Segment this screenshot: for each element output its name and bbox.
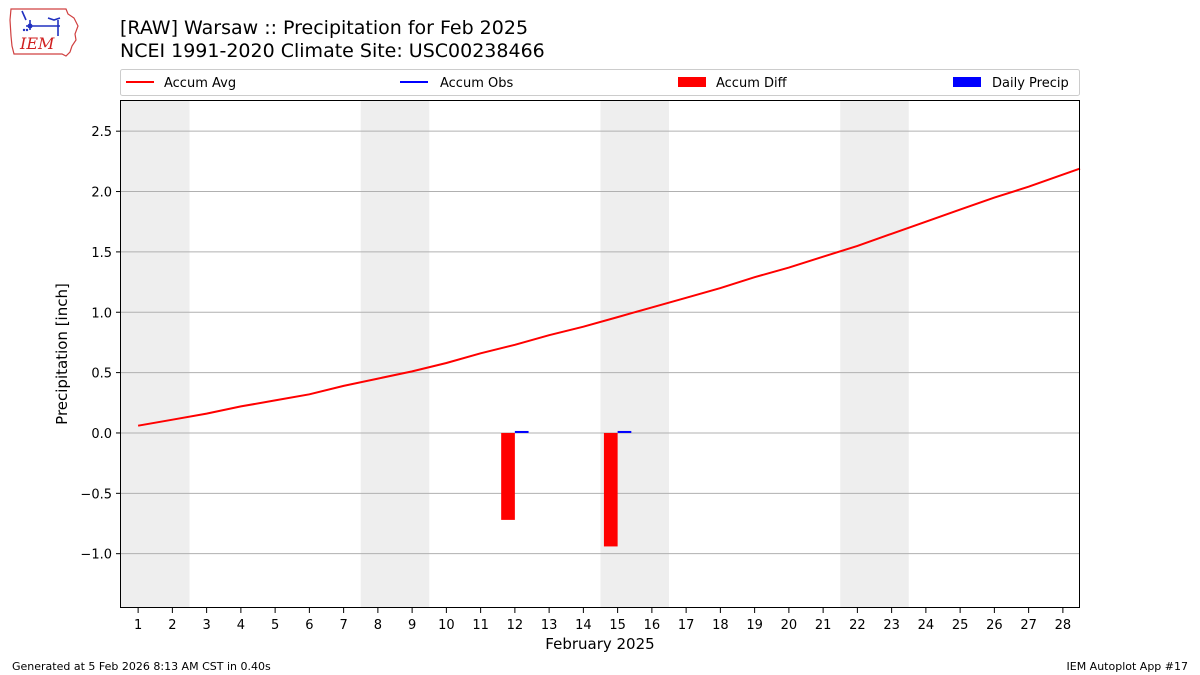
x-axis-ticks: 1 2 3 4 5 6 7 8 9 10 11 12 13 14 15 16 17 18 19 20 21 22 23 24 2…: [134, 608, 1071, 633]
y-tick-label: 0.5: [91, 367, 112, 382]
x-tick-label: 25: [952, 618, 969, 633]
x-tick-label: 28: [1055, 618, 1072, 633]
x-tick-label: 14: [575, 618, 592, 633]
accum-avg-line: [137, 167, 1081, 427]
y-axis-ticks: −1.0 −0.5 0.0 0.5 1.0 1.5 2.0 2.5: [80, 125, 121, 563]
chart-subtitle: NCEI 1991-2020 Climate Site: USC00238466: [120, 40, 545, 62]
legend-frame: [120, 69, 1080, 96]
line-series: [137, 167, 1081, 427]
chart-title: [RAW] Warsaw :: Precipitation for Feb 20…: [120, 17, 529, 39]
iem-logo: IEM: [9, 8, 79, 57]
x-tick-label: 11: [472, 618, 489, 633]
x-tick-label: 8: [374, 618, 382, 633]
legend-swatch-accum-diff: [678, 77, 706, 87]
weekend-band-4: [840, 101, 909, 608]
x-tick-label: 12: [507, 618, 524, 633]
generated-timestamp: Generated at 5 Feb 2026 8:13 AM CST in 0…: [12, 660, 271, 673]
grid-lines: [121, 130, 1080, 555]
y-axis-label: Precipitation [inch]: [53, 283, 71, 425]
daily-precip-bar: [617, 430, 632, 433]
x-tick-label: 13: [541, 618, 558, 633]
y-tick-label: 2.5: [91, 125, 112, 140]
weekend-bands: [121, 101, 909, 608]
accum-diff-bar: [501, 432, 515, 520]
x-tick-label: 3: [202, 618, 210, 633]
y-tick-label: 1.5: [91, 246, 112, 261]
legend-label-accum-diff: Accum Diff: [716, 76, 788, 91]
x-tick-label: 22: [849, 618, 866, 633]
x-tick-label: 10: [438, 618, 455, 633]
x-tick-label: 26: [986, 618, 1003, 633]
x-tick-label: 19: [746, 618, 763, 633]
chart-legend: Accum Avg Accum Obs Accum Diff Daily Pre…: [120, 69, 1080, 96]
x-tick-label: 21: [815, 618, 832, 633]
legend-label-accum-obs: Accum Obs: [440, 76, 513, 91]
x-tick-label: 24: [918, 618, 935, 633]
x-tick-label: 17: [678, 618, 695, 633]
x-tick-label: 15: [609, 618, 626, 633]
logo-text: IEM: [19, 34, 55, 53]
legend-swatch-daily-precip: [953, 77, 981, 87]
y-tick-label: 1.0: [91, 306, 112, 321]
x-tick-label: 4: [237, 618, 245, 633]
plot-frame: [120, 100, 1080, 608]
iowa-state-outline: [9, 8, 79, 57]
x-tick-label: 5: [271, 618, 279, 633]
legend-label-accum-avg: Accum Avg: [164, 76, 236, 91]
x-tick-label: 9: [408, 618, 416, 633]
bar-series: [501, 430, 632, 547]
weekend-band-2: [360, 101, 430, 608]
y-tick-label: 2.0: [91, 186, 112, 201]
x-axis-label: February 2025: [545, 635, 654, 653]
y-tick-label: −1.0: [80, 548, 112, 563]
weekend-band-1: [121, 101, 190, 608]
x-tick-label: 2: [168, 618, 176, 633]
accum-diff-bar: [603, 432, 618, 547]
x-tick-label: 20: [781, 618, 798, 633]
x-tick-label: 18: [712, 618, 729, 633]
x-tick-label: 16: [644, 618, 661, 633]
legend-label-daily-precip: Daily Precip: [992, 76, 1069, 91]
x-tick-label: 6: [305, 618, 313, 633]
y-tick-label: 0.0: [91, 427, 112, 442]
x-tick-label: 27: [1020, 618, 1037, 633]
y-tick-label: −0.5: [80, 487, 112, 502]
x-tick-label: 1: [134, 618, 142, 633]
x-tick-label: 23: [883, 618, 900, 633]
daily-precip-bar: [514, 430, 529, 433]
x-tick-label: 7: [339, 618, 347, 633]
app-label: IEM Autoplot App #17: [1066, 660, 1189, 673]
